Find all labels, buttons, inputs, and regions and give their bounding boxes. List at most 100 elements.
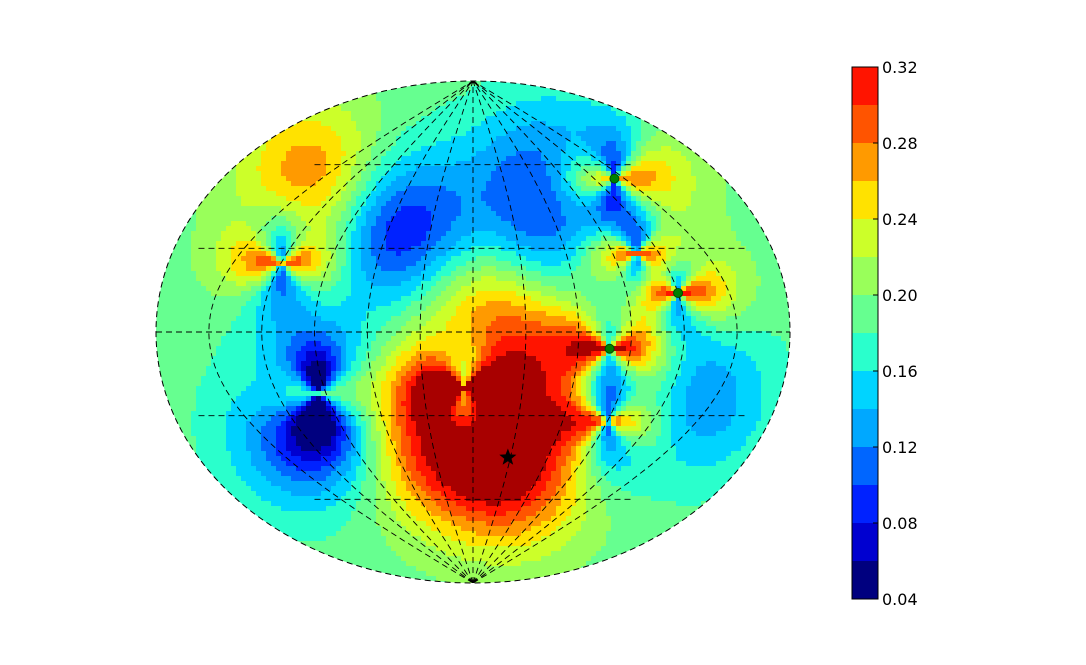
contour-cell: [741, 266, 747, 272]
contour-cell: [576, 316, 582, 322]
contour-cell: [591, 246, 597, 252]
contour-cell: [721, 261, 727, 267]
contour-cell: [601, 176, 607, 182]
contour-cell: [721, 176, 727, 182]
contour-cell: [401, 311, 407, 317]
contour-cell: [536, 166, 542, 172]
contour-cell: [541, 116, 547, 122]
contour-cell: [241, 166, 247, 172]
contour-cell: [351, 306, 357, 312]
contour-cell: [406, 291, 412, 297]
contour-cell: [746, 261, 752, 267]
contour-cell: [241, 216, 247, 222]
contour-cell: [476, 271, 482, 277]
contour-cell: [321, 246, 327, 252]
contour-cell: [661, 266, 667, 272]
contour-cell: [761, 256, 767, 262]
contour-cell: [601, 281, 607, 287]
contour-cell: [326, 116, 332, 122]
contour-cell: [621, 191, 627, 197]
contour-cell: [301, 176, 307, 182]
contour-cell: [681, 151, 687, 157]
contour-cell: [346, 236, 352, 242]
contour-cell: [381, 246, 387, 252]
contour-cell: [411, 161, 417, 167]
contour-cell: [671, 306, 677, 312]
contour-cell: [631, 246, 637, 252]
contour-cell: [431, 311, 437, 317]
contour-cell: [451, 301, 457, 307]
contour-cell: [266, 201, 272, 207]
contour-cell: [556, 176, 562, 182]
contour-cell: [561, 161, 567, 167]
contour-cell: [276, 171, 282, 177]
contour-cell: [541, 276, 547, 282]
contour-cell: [381, 91, 387, 97]
contour-cell: [716, 281, 722, 287]
contour-cell: [321, 306, 327, 312]
contour-cell: [436, 161, 442, 167]
contour-cell: [306, 236, 312, 242]
contour-cell: [276, 211, 282, 217]
contour-cell: [446, 286, 452, 292]
contour-cell: [456, 326, 462, 332]
contour-cell: [771, 296, 777, 302]
contour-cell: [406, 296, 412, 302]
contour-cell: [686, 256, 692, 262]
contour-cell: [471, 106, 477, 112]
contour-cell: [401, 156, 407, 162]
contour-cell: [781, 321, 787, 327]
contour-cell: [606, 306, 612, 312]
contour-cell: [571, 286, 577, 292]
contour-cell: [326, 221, 332, 227]
contour-cell: [456, 111, 462, 117]
contour-cell: [641, 301, 647, 307]
contour-cell: [241, 261, 247, 267]
contour-cell: [486, 86, 492, 92]
contour-cell: [436, 111, 442, 117]
contour-cell: [291, 166, 297, 172]
contour-cell: [631, 201, 637, 207]
contour-cell: [561, 321, 567, 327]
contour-cell: [366, 186, 372, 192]
contour-cell: [656, 281, 662, 287]
contour-cell: [656, 186, 662, 192]
contour-cell: [441, 241, 447, 247]
contour-cell: [661, 146, 667, 152]
contour-cell: [256, 186, 262, 192]
contour-cell: [511, 191, 517, 197]
contour-cell: [241, 286, 247, 292]
contour-cell: [391, 166, 397, 172]
contour-cell: [696, 296, 702, 302]
contour-cell: [386, 121, 392, 127]
contour-cell: [396, 291, 402, 297]
contour-cell: [566, 296, 572, 302]
contour-cell: [336, 116, 342, 122]
contour-cell: [371, 246, 377, 252]
contour-cell: [636, 311, 642, 317]
contour-cell: [686, 221, 692, 227]
contour-cell: [706, 221, 712, 227]
contour-cell: [671, 141, 677, 147]
contour-cell: [311, 201, 317, 207]
contour-cell: [601, 291, 607, 297]
contour-cell: [511, 126, 517, 132]
contour-cell: [251, 281, 257, 287]
contour-cell: [566, 216, 572, 222]
contour-cell: [566, 196, 572, 202]
contour-cell: [501, 311, 507, 317]
contour-cell: [446, 236, 452, 242]
contour-cell: [456, 91, 462, 97]
contour-cell: [601, 261, 607, 267]
contour-cell: [456, 156, 462, 162]
contour-cell: [316, 151, 322, 157]
contour-cell: [316, 236, 322, 242]
contour-cell: [611, 231, 617, 237]
contour-cell: [401, 281, 407, 287]
contour-cell: [556, 251, 562, 257]
contour-cell: [351, 326, 357, 332]
contour-cell: [591, 311, 597, 317]
contour-cell: [536, 256, 542, 262]
contour-cell: [581, 286, 587, 292]
contour-cell: [406, 241, 412, 247]
